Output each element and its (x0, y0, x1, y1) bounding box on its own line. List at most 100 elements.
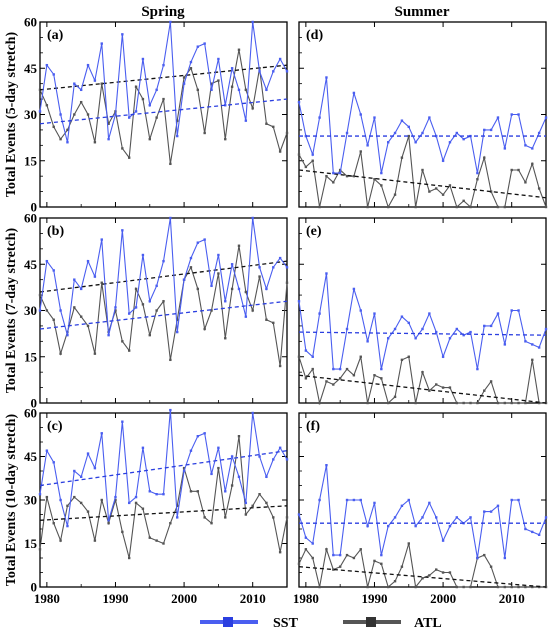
sst-data-point (400, 119, 404, 122)
atl-data-point (224, 516, 227, 519)
x-tick-label: 2010 (499, 591, 525, 606)
sst-data-point (428, 501, 431, 505)
sst-data-point (304, 134, 308, 138)
atl-data-point (52, 522, 55, 525)
sst-data-point (265, 475, 268, 478)
atl-data-point (79, 315, 83, 318)
y-tick-label: 30 (24, 493, 37, 508)
atl-data-point (469, 205, 472, 209)
atl-data-point (93, 539, 97, 542)
sst-data-point (414, 524, 417, 528)
atl-data-point (127, 156, 131, 159)
column-title-summer: Summer (395, 4, 450, 20)
atl-data-point (400, 565, 404, 568)
sst-data-point (155, 88, 158, 92)
atl-data-point (45, 104, 49, 107)
sst-data-point (462, 333, 465, 337)
atl-data-point (297, 355, 301, 358)
sst-data-point (141, 253, 145, 257)
sst-data-point (285, 70, 289, 73)
atl-data-point (325, 174, 328, 178)
atl-data-point (462, 585, 465, 589)
atl-series-line (298, 135, 547, 209)
atl-data-point (352, 174, 356, 178)
sst-data-point (524, 527, 527, 531)
sst-data-point (79, 287, 83, 291)
atl-data-point (148, 536, 151, 539)
atl-data-point (489, 565, 493, 568)
atl-data-point (435, 383, 438, 386)
panel-label: (c) (47, 419, 63, 434)
panel-label: (d) (306, 28, 323, 43)
sst-data-point (380, 553, 383, 557)
x-tick-label: 2000 (171, 591, 197, 606)
sst-data-point (196, 241, 200, 244)
atl-data-point (66, 504, 69, 507)
panel-frame (298, 21, 547, 208)
atl-data-point (407, 134, 410, 138)
atl-data-point (176, 119, 179, 122)
sst-data-point (134, 110, 138, 113)
atl-data-point (462, 401, 465, 405)
atl-data-point (251, 107, 254, 110)
y-axis-label: Total Events (10-day stretch) (4, 414, 19, 587)
atl-data-point (59, 539, 62, 542)
sst-data-point (93, 466, 97, 470)
y-tick-label: 60 (24, 211, 37, 226)
atl-data-point (345, 367, 349, 371)
sst-data-point (100, 432, 103, 435)
sst-series-line (298, 273, 547, 370)
sst-data-point (107, 519, 110, 522)
sst-data-point (45, 449, 49, 452)
sst-data-point (224, 490, 227, 493)
atl-data-point (162, 300, 165, 303)
atl-data-point (304, 548, 308, 551)
sst-data-point (400, 315, 404, 318)
sst-data-point (59, 498, 62, 502)
sst-data-point (162, 493, 165, 496)
sst-data-point (258, 266, 261, 269)
sst-data-point (230, 263, 234, 266)
atl-data-point (325, 548, 328, 551)
atl-data-point (244, 513, 248, 516)
atl-data-point (359, 548, 362, 551)
atl-data-point (169, 522, 172, 525)
atl-data-point (169, 358, 172, 362)
atl-data-point (73, 495, 76, 499)
atl-data-point (203, 516, 206, 519)
sst-data-point (196, 435, 200, 438)
sst-data-point (107, 333, 110, 337)
sst-data-point (237, 287, 241, 291)
sst-data-point (448, 524, 452, 528)
sst-data-point (73, 278, 76, 281)
atl-data-point (141, 303, 145, 306)
atl-data-point (455, 585, 459, 589)
sst-data-point (311, 355, 314, 358)
sst-data-point (169, 408, 172, 412)
atl-data-point (380, 184, 383, 187)
atl-data-point (230, 484, 234, 487)
atl-data-point (510, 168, 513, 172)
legend-sst-label: SST (273, 616, 299, 631)
atl-data-point (121, 147, 124, 150)
sst-data-point (338, 171, 342, 175)
atl-data-point (38, 293, 42, 297)
y-tick-label: 0 (31, 580, 38, 595)
sst-data-point (52, 269, 55, 272)
sst-data-point (38, 493, 42, 496)
sst-data-point (169, 216, 172, 220)
atl-data-point (272, 516, 275, 519)
sst-data-point (407, 321, 410, 325)
sst-data-point (441, 159, 445, 162)
legend-atl-label: ATL (414, 616, 442, 631)
atl-data-point (380, 377, 383, 380)
sst-data-point (66, 524, 69, 528)
sst-data-point (325, 464, 328, 467)
panel-frame (298, 217, 547, 404)
sst-data-point (517, 498, 520, 502)
sst-data-point (244, 501, 248, 505)
atl-data-point (441, 571, 445, 574)
sst-data-point (59, 113, 62, 116)
atl-data-point (496, 585, 500, 589)
atl-data-point (52, 125, 55, 129)
